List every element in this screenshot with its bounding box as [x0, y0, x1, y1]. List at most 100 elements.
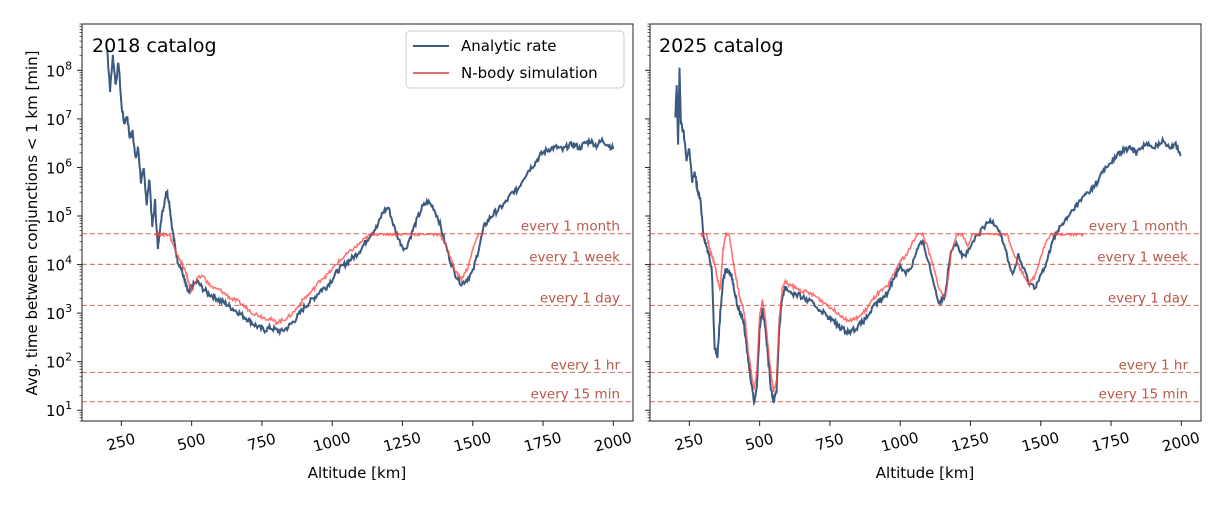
data-point	[438, 220, 439, 221]
data-point	[177, 255, 178, 256]
data-point	[517, 189, 518, 190]
data-point	[427, 201, 428, 202]
data-point	[1080, 233, 1081, 234]
data-point	[270, 327, 271, 328]
data-point	[1012, 249, 1013, 250]
data-point	[978, 233, 979, 234]
data-point	[995, 223, 996, 224]
data-point	[1046, 264, 1047, 265]
data-point	[118, 61, 119, 62]
data-point	[309, 301, 310, 302]
data-point	[810, 301, 811, 302]
data-point	[1040, 275, 1041, 276]
data-point	[349, 252, 350, 253]
data-point	[242, 304, 243, 305]
data-point	[138, 148, 139, 149]
data-point	[967, 245, 968, 246]
data-point	[810, 293, 811, 294]
data-point	[613, 148, 614, 149]
data-point	[849, 320, 850, 321]
data-point	[157, 249, 158, 250]
data-point	[455, 272, 456, 273]
data-point	[1018, 255, 1019, 256]
data-point	[180, 266, 181, 267]
data-point	[489, 218, 490, 219]
y-tick-label: 102	[46, 351, 72, 372]
data-point	[1063, 223, 1064, 224]
data-point	[782, 289, 783, 290]
data-point	[748, 361, 749, 362]
data-point	[973, 233, 974, 234]
data-point	[1080, 201, 1081, 202]
data-point	[956, 233, 957, 234]
data-point	[343, 257, 344, 258]
data-point	[984, 226, 985, 227]
data-point	[708, 245, 709, 246]
data-point	[1074, 207, 1075, 208]
data-point	[230, 298, 231, 299]
data-point	[703, 233, 704, 234]
data-point	[585, 142, 586, 143]
data-point	[1063, 233, 1064, 234]
data-point	[354, 255, 355, 256]
data-point	[787, 289, 788, 290]
data-point	[472, 272, 473, 273]
data-point	[377, 226, 378, 227]
data-point	[152, 226, 153, 227]
data-point	[275, 322, 276, 323]
data-point	[911, 245, 912, 246]
data-point	[866, 317, 867, 318]
y-tick-label: 104	[46, 254, 72, 275]
data-point	[911, 266, 912, 267]
data-point	[883, 289, 884, 290]
data-point	[326, 275, 327, 276]
data-point	[756, 387, 757, 388]
data-point	[939, 304, 940, 305]
data-point	[405, 233, 406, 234]
data-point	[304, 307, 305, 308]
data-point	[416, 233, 417, 234]
data-point	[177, 260, 178, 261]
data-point	[110, 89, 111, 90]
data-point	[689, 148, 690, 149]
x-tick-label: 750	[813, 430, 845, 455]
data-point	[433, 207, 434, 208]
y-tick-label: 108	[46, 59, 72, 80]
data-point	[995, 233, 996, 234]
data-point	[1051, 241, 1052, 242]
data-point	[450, 257, 451, 258]
data-point	[422, 233, 423, 234]
data-point	[160, 233, 161, 234]
data-point	[183, 266, 184, 267]
x-tick-label: 1250	[381, 428, 423, 455]
x-tick-label: 250	[673, 430, 705, 455]
data-point	[281, 320, 282, 321]
data-point	[694, 172, 695, 173]
data-point	[253, 313, 254, 314]
data-point	[270, 319, 271, 320]
data-point	[1023, 275, 1024, 276]
data-point	[438, 233, 439, 234]
data-point	[208, 283, 209, 284]
reference-label: every 1 week	[529, 249, 620, 265]
data-point	[1102, 172, 1103, 173]
data-point	[149, 178, 150, 179]
data-point	[773, 390, 774, 391]
data-point	[422, 207, 423, 208]
data-point	[183, 275, 184, 276]
data-point	[478, 249, 479, 250]
data-point	[745, 338, 746, 339]
data-point	[1074, 233, 1075, 234]
data-point	[180, 260, 181, 261]
data-point	[132, 129, 133, 130]
data-point	[163, 233, 164, 234]
data-point	[126, 114, 127, 115]
data-point	[143, 169, 144, 170]
x-tick-label: 1500	[1020, 428, 1062, 455]
data-point	[742, 304, 743, 305]
data-point	[1046, 241, 1047, 242]
data-point	[129, 138, 130, 139]
data-point	[784, 286, 785, 287]
data-point	[720, 289, 721, 290]
